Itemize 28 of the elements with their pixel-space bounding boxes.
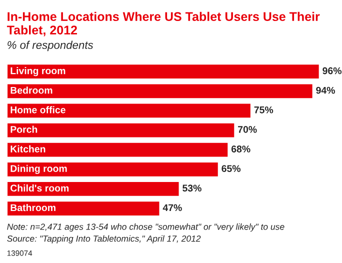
bar [6,63,320,80]
data-label: 47% [162,204,182,212]
bar [6,122,236,139]
y-tick-label: Kitchen [10,145,46,152]
data-label: 53% [182,184,202,192]
source-note: Source: "Tapping Into Tabletomics," April 17, 2012 [7,235,201,244]
data-label: 70% [238,126,257,133]
y-tick-label: Dining room [10,164,67,174]
y-tick-label: Child's room [10,184,69,192]
text: Note: n=2,471 ages 13-54 who chose "somewhat" or "very likely" to use [7,223,284,232]
chart-title: In-Home Locations Where US Tablet Users Use Their Tablet, 2012 [6,12,320,36]
bar [6,142,230,158]
y-tick-label: Bathroom [10,204,56,212]
chart-subtitle: % of respondents [8,40,94,52]
y-tick-label: Bedroom [10,86,52,94]
y-tick-label: Living room [10,67,66,76]
data-label: 68% [231,146,250,152]
y-tick-label: Home office [10,106,66,114]
data-label: 65% [222,165,241,172]
bar [6,161,220,178]
bar [6,102,252,120]
y-tick-label: Porch [10,126,38,133]
data-label: 94% [316,86,335,94]
bar [6,82,314,100]
bar [6,180,180,198]
data-label: 75% [254,106,274,114]
data-label: 96% [322,67,342,74]
bar [6,200,161,217]
